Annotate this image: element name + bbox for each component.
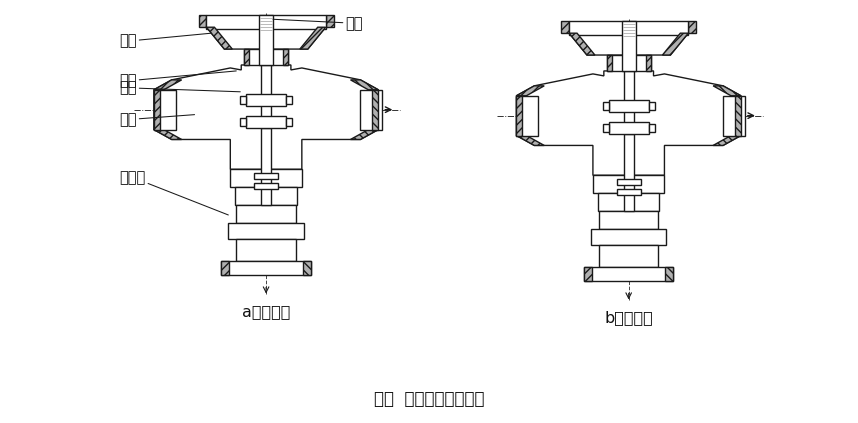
Polygon shape — [351, 80, 378, 90]
Bar — [246, 115, 286, 128]
Polygon shape — [207, 27, 233, 49]
Text: 阀座: 阀座 — [119, 80, 240, 95]
Bar — [609, 100, 649, 112]
Bar — [598, 193, 660, 211]
Polygon shape — [569, 33, 688, 55]
Bar — [236, 205, 296, 223]
Bar — [649, 124, 655, 132]
Polygon shape — [198, 15, 207, 27]
Polygon shape — [154, 90, 160, 129]
Bar — [517, 96, 538, 135]
Bar — [569, 21, 688, 35]
Bar — [723, 96, 745, 135]
Polygon shape — [713, 135, 741, 146]
Polygon shape — [351, 129, 378, 140]
Polygon shape — [666, 266, 674, 280]
Polygon shape — [517, 71, 741, 175]
Bar — [584, 266, 674, 280]
Bar — [591, 229, 667, 245]
Polygon shape — [372, 90, 378, 129]
Bar — [240, 96, 246, 104]
Polygon shape — [207, 27, 326, 49]
Bar — [617, 189, 641, 195]
Polygon shape — [517, 135, 544, 146]
Bar — [607, 55, 650, 71]
Polygon shape — [517, 96, 523, 135]
Bar — [254, 173, 278, 179]
Bar — [609, 121, 649, 134]
Bar — [624, 71, 634, 134]
Bar — [221, 261, 311, 275]
Text: 阀体: 阀体 — [119, 112, 195, 127]
Bar — [228, 223, 304, 239]
Polygon shape — [569, 33, 595, 55]
Polygon shape — [584, 266, 592, 280]
Bar — [360, 90, 383, 129]
Bar — [254, 183, 278, 189]
Polygon shape — [735, 96, 741, 135]
Bar — [599, 211, 658, 229]
Bar — [593, 175, 664, 193]
Polygon shape — [154, 129, 182, 140]
Polygon shape — [645, 55, 650, 71]
Bar — [246, 94, 286, 106]
Polygon shape — [299, 27, 326, 49]
Bar — [624, 134, 634, 211]
Bar — [236, 239, 296, 261]
Text: 阀芯: 阀芯 — [119, 71, 236, 88]
Bar — [286, 118, 292, 126]
Bar — [603, 124, 609, 132]
Bar — [617, 179, 641, 185]
Text: 连接管: 连接管 — [119, 170, 228, 215]
Bar — [154, 90, 176, 129]
Text: a）合流阀: a）合流阀 — [242, 305, 290, 319]
Polygon shape — [303, 261, 311, 275]
Bar — [240, 118, 246, 126]
Polygon shape — [245, 49, 249, 65]
Polygon shape — [713, 86, 741, 96]
Polygon shape — [154, 80, 182, 90]
Bar — [599, 245, 658, 266]
Bar — [261, 65, 271, 128]
Polygon shape — [662, 33, 688, 55]
Text: b）分流阀: b）分流阀 — [604, 310, 653, 325]
Bar — [261, 128, 271, 205]
Bar — [207, 15, 326, 29]
Bar — [603, 102, 609, 110]
Bar — [622, 21, 636, 71]
Bar — [235, 187, 297, 205]
Polygon shape — [561, 21, 569, 33]
Bar — [649, 102, 655, 110]
Polygon shape — [154, 65, 378, 169]
Text: 阀盖: 阀盖 — [119, 33, 211, 49]
Polygon shape — [283, 49, 288, 65]
Bar — [259, 15, 273, 65]
Bar — [286, 96, 292, 104]
Bar — [245, 49, 288, 65]
Polygon shape — [326, 15, 334, 27]
Text: 图一  三通调节阀结构图: 图一 三通调节阀结构图 — [374, 390, 484, 408]
Polygon shape — [607, 55, 612, 71]
Polygon shape — [517, 86, 544, 96]
Polygon shape — [688, 21, 696, 33]
Polygon shape — [221, 261, 229, 275]
Bar — [230, 169, 302, 187]
Text: 阀杆: 阀杆 — [273, 16, 363, 31]
